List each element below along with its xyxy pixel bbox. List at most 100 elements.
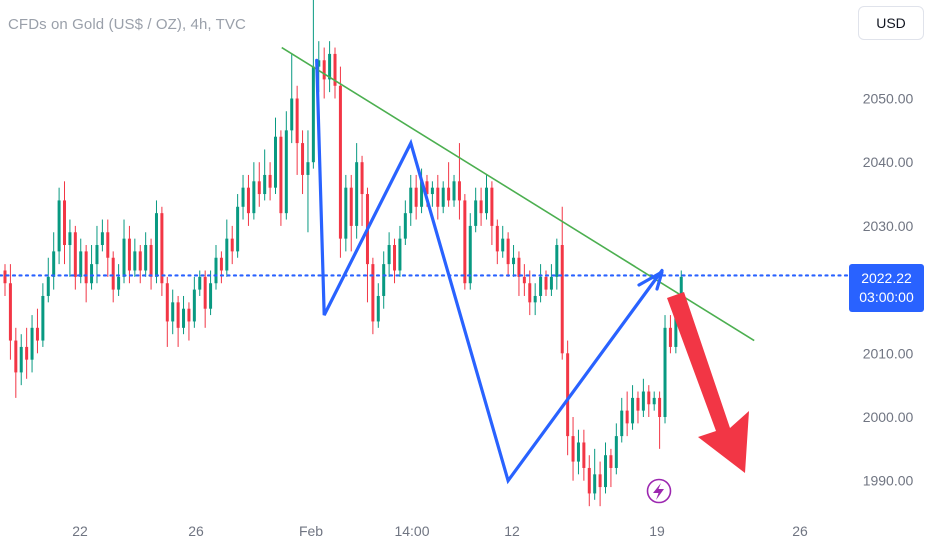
y-tick-label: 2000.00 [863, 409, 914, 425]
candle-body [279, 136, 283, 214]
candle [522, 264, 526, 296]
candle-body [154, 213, 158, 277]
candle [533, 283, 537, 316]
candle-body [663, 327, 667, 417]
candle-body [84, 251, 88, 284]
candle [501, 225, 505, 258]
candle-body [182, 308, 186, 328]
candle-body [257, 181, 261, 195]
candle [620, 397, 624, 443]
candle-body [620, 410, 624, 437]
candle-body [625, 410, 629, 424]
candle [506, 232, 510, 277]
candle [149, 238, 153, 290]
candle [387, 232, 391, 277]
candle-body [14, 340, 18, 373]
candle [144, 232, 148, 277]
candle-body [230, 238, 234, 252]
candle [414, 174, 418, 220]
candle [19, 334, 23, 386]
candle [3, 264, 7, 296]
y-tick-label: 2010.00 [863, 345, 914, 361]
candle [138, 245, 142, 284]
candle [344, 174, 348, 252]
candle [333, 47, 337, 99]
candle-body [290, 98, 294, 131]
candle [241, 174, 245, 220]
candle [268, 162, 272, 201]
candle-body [90, 264, 94, 284]
candle-body [68, 232, 72, 246]
candle-body [73, 232, 77, 277]
candle [560, 206, 564, 360]
candle [371, 257, 375, 335]
candle-body [100, 232, 104, 246]
candle-body [122, 238, 126, 277]
candle-body [19, 346, 23, 373]
candle-body [566, 353, 570, 437]
y-tick-label: 2040.00 [863, 154, 914, 170]
candle [187, 302, 191, 341]
candle [198, 270, 202, 296]
candle-body [214, 257, 218, 284]
candle-body [57, 200, 61, 252]
candle [463, 194, 467, 290]
candle-body [360, 162, 364, 195]
candle [328, 41, 332, 93]
candle-body [338, 85, 342, 239]
candle [63, 181, 67, 265]
bar-countdown: 03:00:00 [859, 289, 914, 305]
candle [349, 174, 353, 252]
candle-body [387, 245, 391, 265]
y-axis: 1990.00 2000.00 2010.00 2030.00 2040.00 2050.… [863, 91, 914, 489]
candle [631, 385, 635, 430]
candle [311, 0, 315, 169]
candle [95, 225, 99, 284]
candle-body [430, 187, 434, 195]
y-tick-label: 2030.00 [863, 218, 914, 234]
candle-body [241, 187, 245, 207]
candle-body [144, 245, 148, 271]
current-price-tag: 2022.22 03:00:00 [849, 264, 924, 312]
candle-body [171, 302, 175, 322]
candle-body [463, 200, 467, 284]
candle-body [344, 187, 348, 239]
candle [539, 264, 543, 303]
candle [393, 238, 397, 284]
candle [549, 264, 553, 296]
candle-body [447, 187, 451, 201]
candle-body [306, 162, 310, 175]
candle-body [133, 251, 137, 271]
candle [84, 245, 88, 303]
candle [73, 225, 77, 290]
candle-body [322, 60, 326, 80]
candle [154, 200, 158, 284]
candle [284, 111, 288, 220]
currency-button[interactable]: USD [858, 6, 924, 40]
candle [376, 283, 380, 328]
candle [219, 251, 223, 284]
candle-body [376, 295, 380, 322]
candle [436, 174, 440, 220]
candle-body [474, 200, 478, 226]
candle [127, 225, 131, 284]
candle-body [571, 436, 575, 462]
forecast-arrow [667, 292, 749, 473]
candle-body [311, 66, 315, 163]
candle [452, 174, 456, 207]
candle [355, 143, 359, 239]
candle [668, 315, 672, 354]
candle [117, 264, 121, 296]
candle-body [106, 232, 110, 258]
candle-body [420, 181, 424, 207]
candle [133, 238, 137, 277]
candle-body [506, 238, 510, 265]
candle [641, 378, 645, 417]
candle [495, 219, 499, 265]
candle-body [679, 276, 683, 309]
candle-body [522, 276, 526, 284]
candle-body [555, 245, 559, 277]
candle-body [63, 200, 67, 246]
candle [555, 238, 559, 290]
